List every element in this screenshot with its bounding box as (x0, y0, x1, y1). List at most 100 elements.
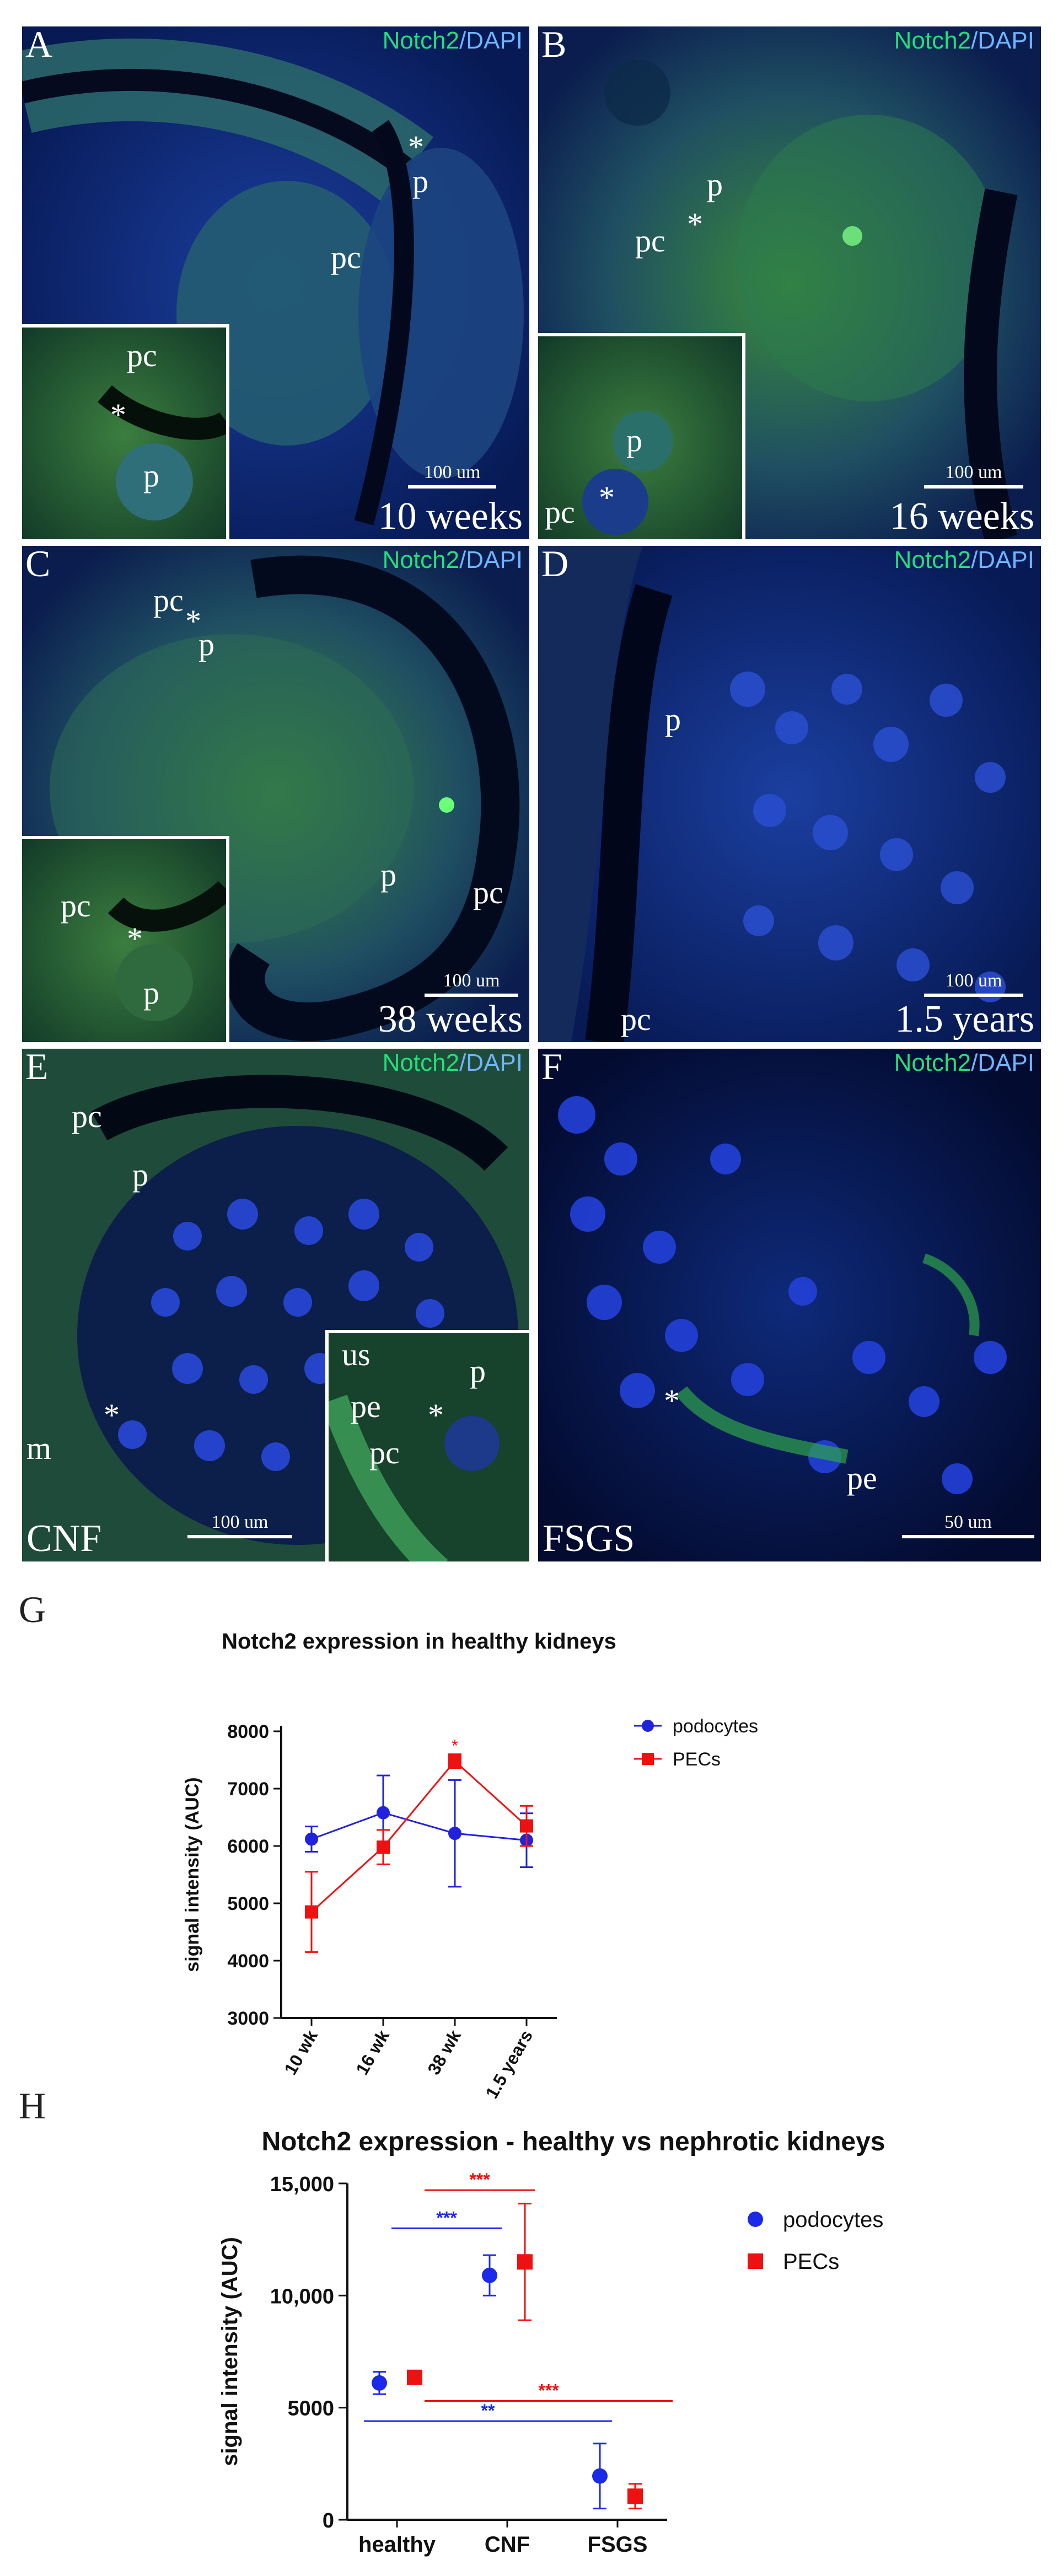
annotation-label: pc (127, 337, 157, 373)
series-line-pecs (310, 1759, 528, 1913)
figure-label-g: G (19, 1588, 46, 1630)
data-point (372, 2375, 387, 2391)
significance-label: *** (469, 2170, 490, 2189)
micrograph-f (538, 1049, 1041, 1561)
significance-label: *** (436, 2208, 457, 2228)
inset-c: pc * p (22, 836, 229, 1042)
y-tick-label: 0 (323, 2509, 334, 2532)
annotation-label: p (470, 1353, 486, 1389)
x-tick-label: 16 wk (352, 2026, 393, 2078)
x-tick-label: healthy (358, 2532, 436, 2557)
scale-bar: 100 um (924, 462, 1023, 489)
y-tick-label: 4000 (227, 1951, 269, 1972)
age-label: 10 weeks (378, 495, 523, 538)
y-tick-label: 7000 (227, 1779, 269, 1800)
annotation-label: * (664, 1383, 680, 1419)
micrograph-e (22, 1049, 529, 1561)
inset-e: us p pe * pc (325, 1330, 529, 1561)
inset-a: pc * p (22, 324, 229, 539)
data-point (627, 2488, 643, 2504)
chart-title: Notch2 expression in healthy kidneys (222, 1629, 616, 1654)
y-tick-label: 6000 (227, 1836, 269, 1857)
age-label: CNF (26, 1517, 102, 1560)
x-tick-label: 1.5 years (481, 2027, 536, 2102)
data-point (482, 2267, 497, 2283)
data-point (377, 1806, 390, 1820)
significance-label: ** (481, 2401, 495, 2421)
annotation-label: * (687, 206, 703, 242)
chart-g: Notch2 expression in healthy kidneys 3000… (182, 1629, 758, 2102)
y-tick-label: 15,000 (270, 2173, 334, 2196)
legend-marker (748, 2253, 763, 2269)
data-point (377, 1840, 390, 1854)
annotation-label: pe (847, 1460, 877, 1496)
age-label: 1.5 years (895, 998, 1034, 1040)
inset-b: p pc * (538, 333, 745, 539)
panel-b: B Notch2/DAPI p * pc p pc * 100 um 16 we… (538, 26, 1041, 539)
x-tick-label: FSGS (588, 2532, 648, 2557)
data-point (448, 1754, 461, 1768)
stain-legend: Notch2/DAPI (382, 1049, 523, 1076)
legend-marker (642, 1720, 654, 1732)
annotation-label: pc (473, 874, 503, 910)
y-axis-label: signal intensity (AUC) (182, 1777, 203, 1972)
x-tick-label: 10 wk (280, 2026, 321, 2078)
annotation-label: pc (153, 582, 184, 618)
annotation-label: * (104, 1397, 120, 1433)
legend-label: PECs (783, 2250, 839, 2274)
annotation-label: pc (61, 888, 91, 924)
data-point (448, 1827, 461, 1840)
panel-letter: F (541, 1049, 562, 1087)
chart-title: Notch2 expression - healthy vs nephrotic… (262, 2127, 885, 2156)
data-point (520, 1819, 533, 1833)
data-point (305, 1832, 318, 1846)
stain-legend: Notch2/DAPI (894, 27, 1034, 54)
legend-label: PECs (673, 1749, 721, 1770)
panel-d: D Notch2/DAPI p pc 100 um 1.5 years (538, 546, 1041, 1042)
annotation-label: p (626, 422, 642, 458)
annotation-label: pe (351, 1388, 381, 1424)
stain-legend: Notch2/DAPI (382, 546, 523, 573)
panel-letter: E (25, 1049, 49, 1087)
micrograph-d (538, 546, 1041, 1042)
y-tick-label: 5000 (287, 2397, 334, 2421)
y-tick-label: 8000 (227, 1721, 269, 1742)
figure-label-h: H (19, 2085, 46, 2127)
legend-label: podocytes (783, 2208, 883, 2232)
annotation-label: p (412, 163, 428, 199)
age-label: 16 weeks (889, 495, 1034, 538)
scale-bar: 100 um (187, 1512, 292, 1538)
annotation-label: us (342, 1337, 371, 1372)
annotation-label: p (665, 701, 681, 737)
age-label: FSGS (543, 1517, 635, 1560)
annotation-label: p (707, 167, 723, 202)
data-point (305, 1905, 318, 1919)
y-tick-label: 10,000 (270, 2285, 334, 2308)
legend-marker (748, 2212, 763, 2227)
y-tick-label: 3000 (227, 2008, 269, 2029)
annotation-label: * (110, 397, 126, 433)
data-point (517, 2254, 533, 2270)
scale-bar: 100 um (408, 462, 496, 489)
annotation-label: * (599, 480, 615, 516)
annotation-label: p (198, 626, 214, 662)
panel-letter: B (541, 26, 567, 65)
annotation-label: m (26, 1430, 52, 1466)
annotation-label: * (185, 603, 201, 639)
stain-legend: Notch2/DAPI (894, 546, 1034, 573)
annotation-label: * (127, 921, 143, 957)
y-tick-label: 5000 (227, 1893, 269, 1914)
annotation-label: pc (331, 239, 361, 275)
annotation-label: pc (72, 1098, 102, 1134)
panel-letter: A (25, 26, 53, 65)
annotation-label: * (408, 129, 424, 165)
panel-c: C Notch2/DAPI pc * p p pc pc * p 100 um … (22, 546, 529, 1042)
x-tick-label: 38 wk (423, 2026, 465, 2078)
annotation-label: pc (621, 1001, 651, 1037)
data-point (592, 2468, 608, 2484)
scale-bar: 100 um (924, 970, 1023, 997)
y-axis-label: signal intensity (AUC) (218, 2237, 242, 2466)
annotation-label: pc (635, 223, 665, 259)
annotation-label: p (143, 975, 159, 1011)
chart-h: Notch2 expression - healthy vs nephrotic… (218, 2127, 885, 2557)
